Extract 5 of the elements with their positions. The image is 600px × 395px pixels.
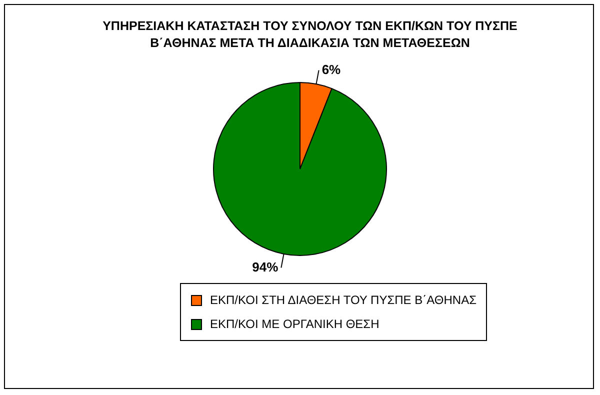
legend-label: ΕΚΠ/ΚΟΙ ΜΕ ΟΡΓΑΝΙΚΗ ΘΕΣΗ xyxy=(210,317,380,331)
data-label: 6% xyxy=(322,62,342,77)
data-label: 94% xyxy=(252,259,279,274)
chart-title: ΥΠΗΡΕΣΙΑΚΗ ΚΑΤΑΣΤΑΣΗ ΤΟΥ ΣΥΝΟΛΟΥ ΤΩΝ ΕΚΠ/ΚΩΝ ΤΟΥ ΠΥΣΠΕ Β΄ΑΘΗΝΑΣ ΜΕΤΑ ΤΗ ΔΙΑΔΙΚΑΣΙΑ ΤΩΝ ΜΕΤΑΘΕΣΕΩΝ xyxy=(102,18,518,52)
legend-label: ΕΚΠ/ΚΟΙ ΣΤΗ ΔΙΑΘΕΣΗ ΤΟΥ ΠΥΣΠΕ Β΄ΑΘΗΝΑΣ xyxy=(210,293,476,307)
